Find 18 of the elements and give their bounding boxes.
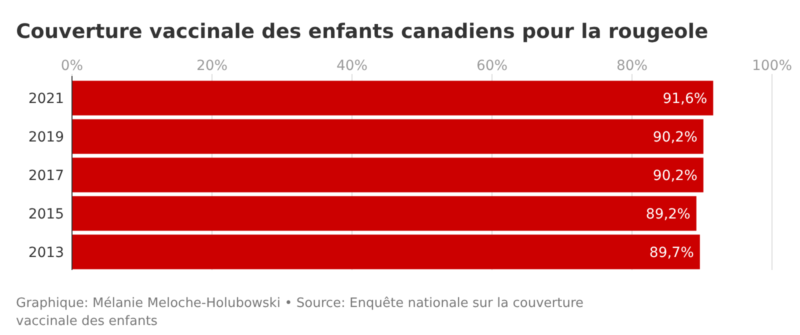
data-label: 90,2% — [652, 129, 698, 146]
y-tick-label: 2017 — [28, 168, 64, 184]
data-label: 91,6% — [662, 90, 708, 107]
x-tick-label: 60% — [476, 58, 508, 74]
x-tick-label: 20% — [196, 58, 228, 74]
x-tick-label: 100% — [752, 58, 792, 74]
y-tick-label: 2013 — [28, 244, 64, 261]
chart-title: Couverture vaccinale des enfants canadiens pour la rougeole — [16, 19, 708, 43]
x-tick-label: 40% — [336, 58, 368, 74]
y-tick-label: 2015 — [28, 206, 64, 222]
x-tick-label: 0% — [60, 58, 84, 74]
data-label: 90,2% — [652, 168, 698, 184]
y-tick-label: 2019 — [28, 129, 64, 146]
data-label: 89,2% — [646, 206, 690, 222]
text: Graphique: Mélanie Meloche-Holubowski • Source: Enquête nationale sur la couverture vaccinale des enfants — [16, 295, 584, 331]
data-label: 89,7% — [649, 244, 694, 261]
y-tick-label: 2021 — [28, 90, 64, 107]
x-tick-label: 80% — [616, 58, 648, 74]
